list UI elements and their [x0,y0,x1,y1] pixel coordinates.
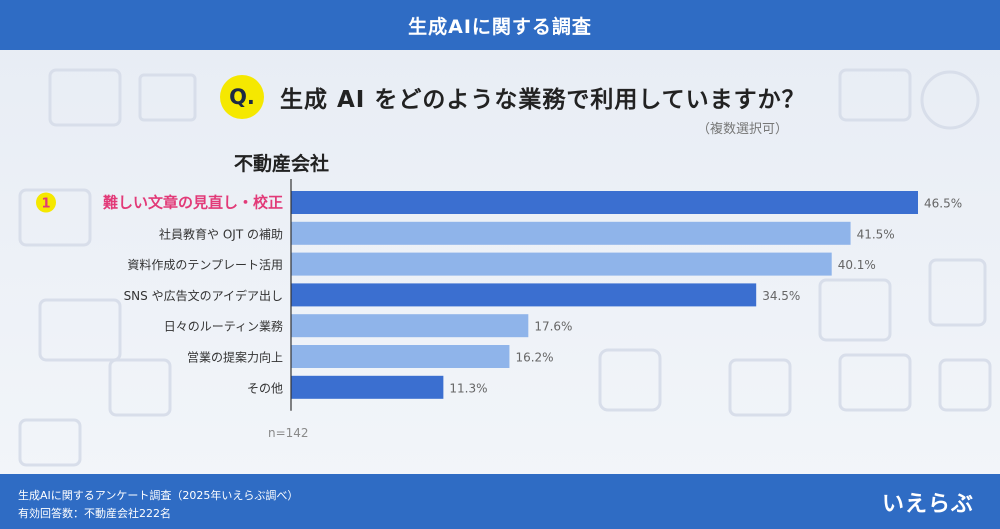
value-label-7: 11.3% [449,381,487,395]
category-label-3: 資料作成のテンプレート活用 [127,258,283,272]
category-label-6: 営業の提案力向上 [187,350,283,365]
bar-4 [291,283,757,307]
value-label-5: 17.6% [534,320,572,334]
brand-logo: いえらぶ [881,492,974,517]
rank-badge [36,192,56,213]
value-label-6: 16.2% [515,351,553,365]
bar-1 [291,191,918,214]
rank-number: 1 [41,197,50,212]
page-header: 生成AIに関する調査 [0,0,1000,50]
question-text: 生成 AI をどのような業務で利用していますか？ [280,87,806,113]
bar-2 [291,221,851,245]
category-label-1: 難しい文章の見直し・校正 [103,194,283,212]
value-label-3: 40.1% [838,258,876,272]
footer-respondents: 有効回答数：不動産会社222名 [18,507,171,520]
value-label-1: 46.5% [924,197,962,211]
industry-label: 不動産会社 [234,153,330,175]
question-note: （複数選択可） [696,122,788,137]
header-title: 生成AIに関する調査 [408,15,592,38]
bar-7 [291,375,444,399]
sample-size: n=142 [268,426,309,440]
category-label-5: 日々のルーティン業務 [164,320,283,334]
footer-source: 生成AIに関するアンケート調査（2025年いえらぶ調べ） [18,489,299,502]
bar-5 [291,314,529,338]
category-label-7: その他 [247,381,283,395]
bar-3 [291,252,832,276]
category-label-2: 社員教育や OJT の補助 [159,226,283,241]
bar-6 [291,345,510,368]
question-badge: Q. [220,75,264,119]
page-footer: 生成AIに関するアンケート調査（2025年いえらぶ調べ） 有効回答数：不動産会社… [0,474,1000,529]
question-row: Q. 生成 AI をどのような業務で利用していますか？ [220,74,806,120]
category-label-4: SNS や広告文のアイデア出し [124,288,283,303]
value-label-4: 34.5% [762,289,800,303]
value-label-2: 41.5% [857,227,895,241]
